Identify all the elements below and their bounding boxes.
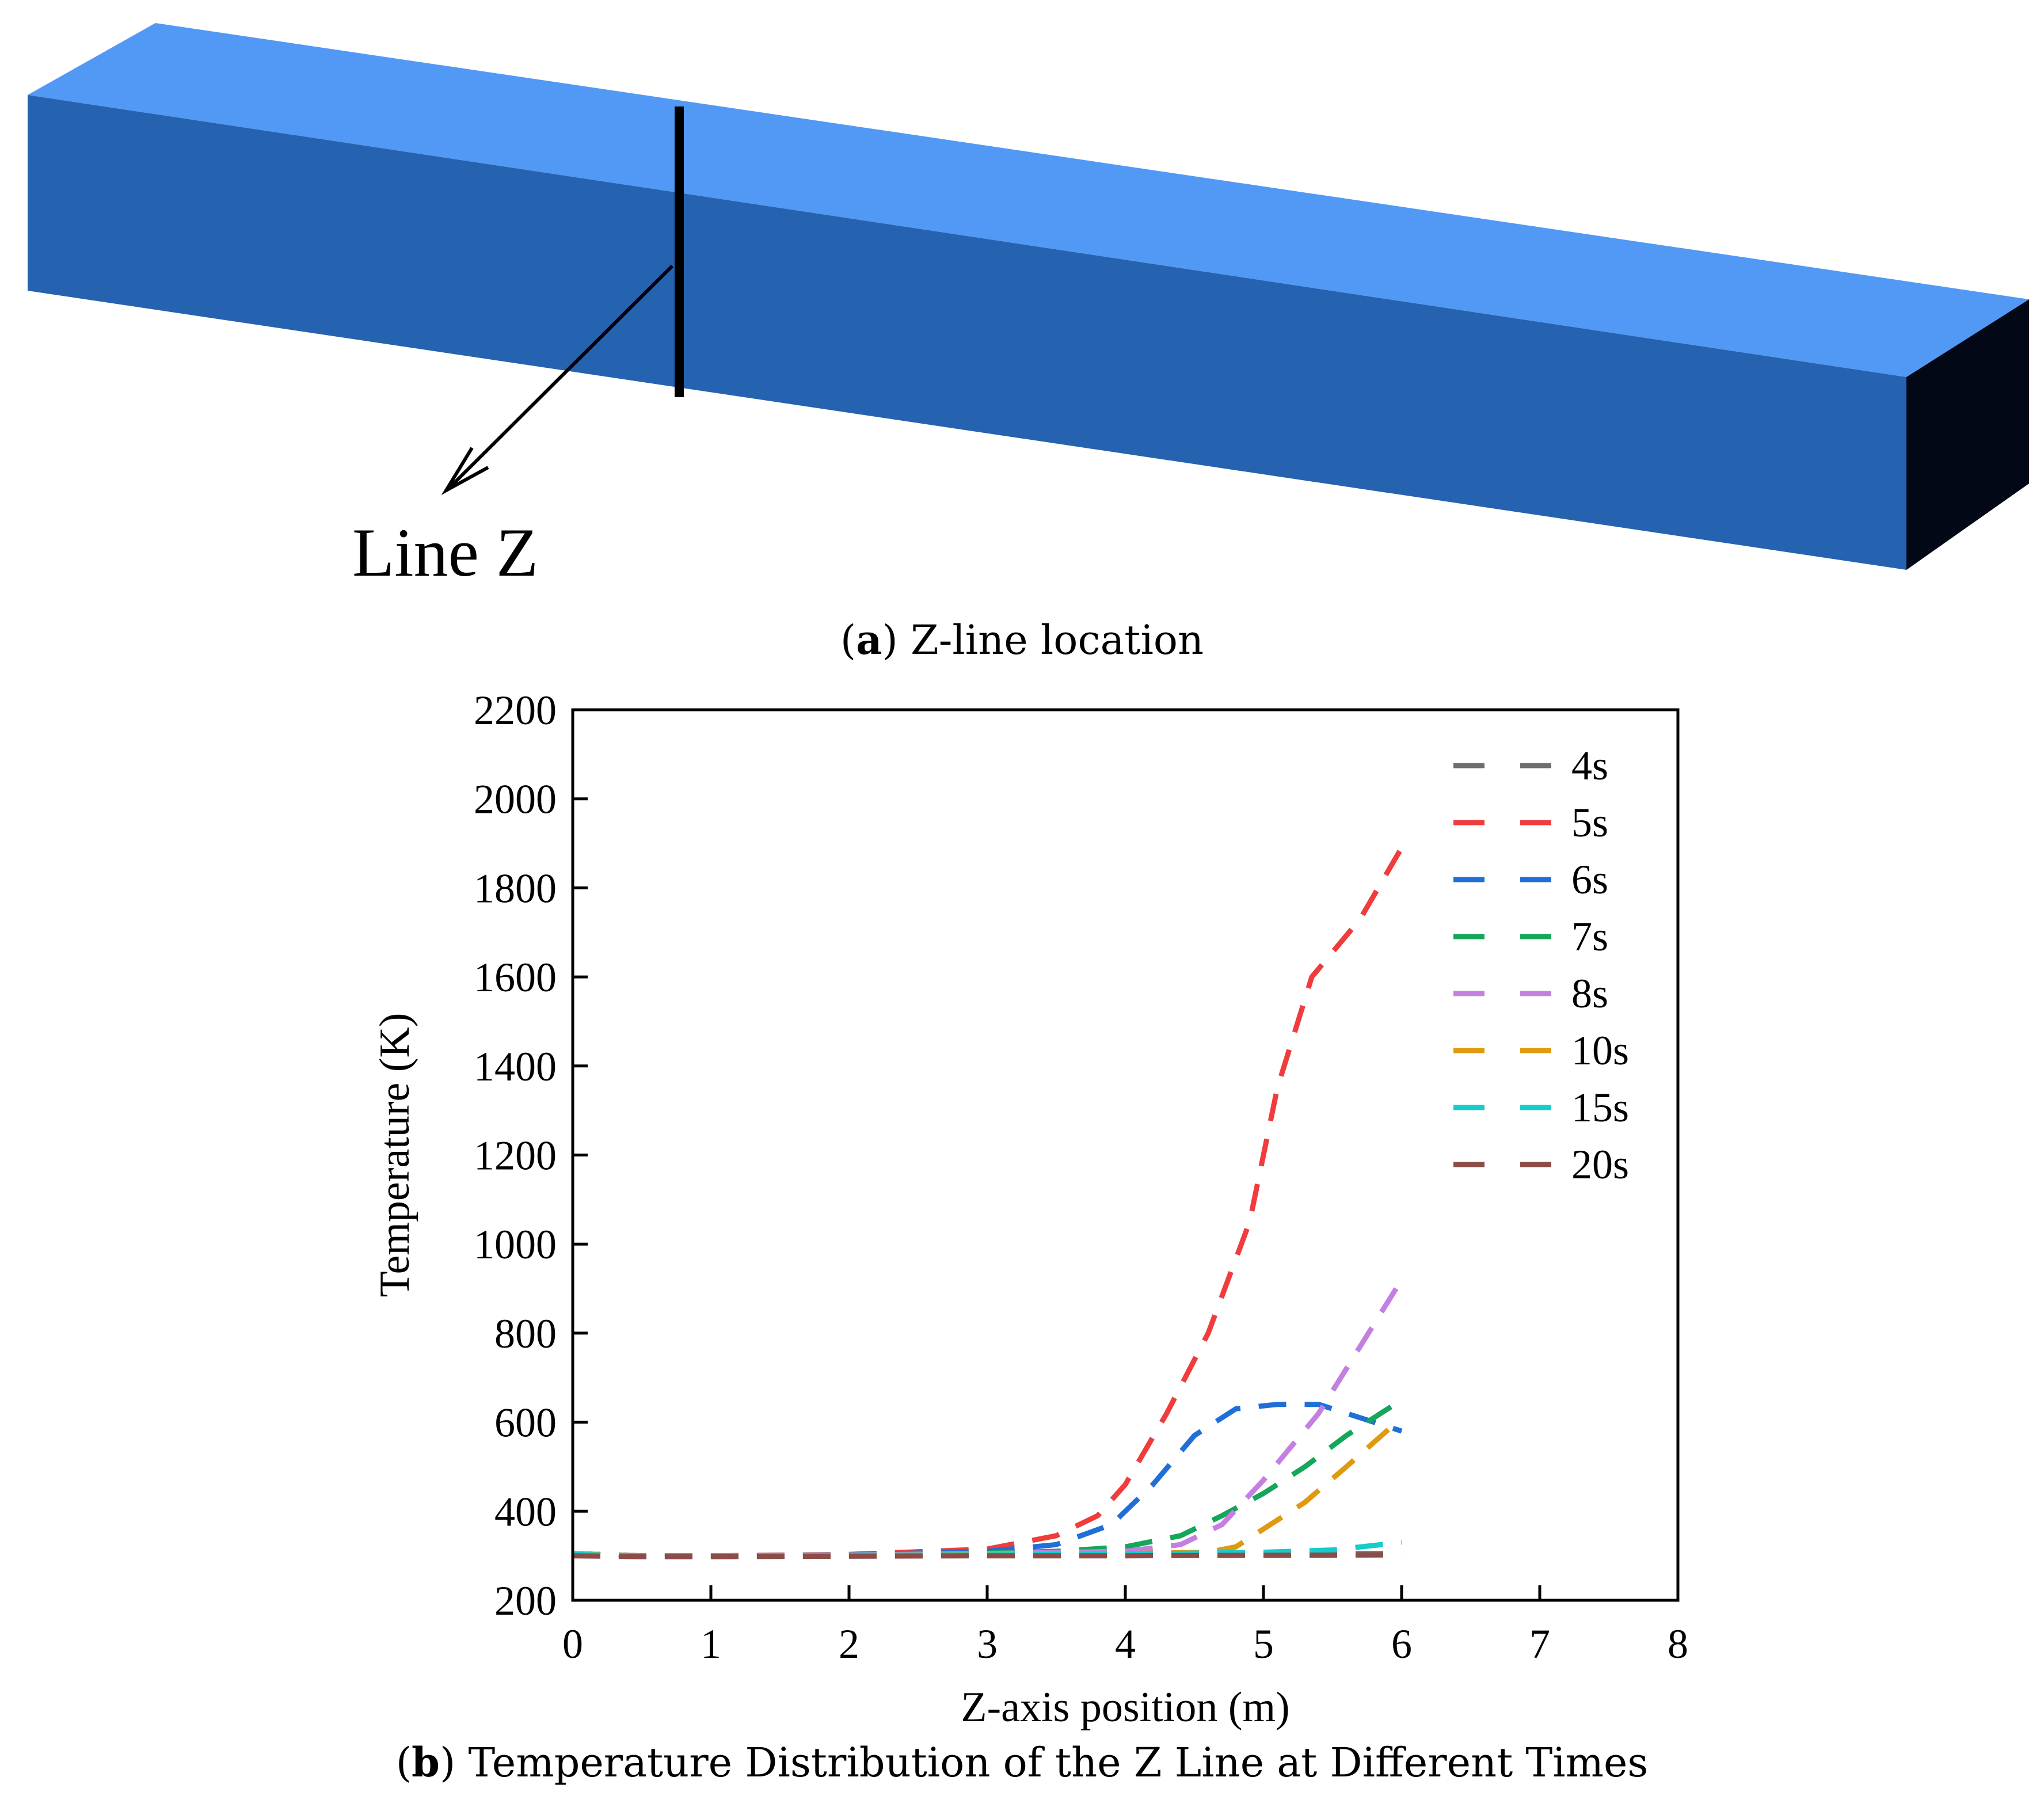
legend: 4s 5s 6s 7s 8s 10s 15s 20s (1453, 743, 1629, 1188)
caption-a: (a) Z-line location (840, 616, 1204, 664)
line-z-arrowhead (441, 447, 489, 496)
series-line-10s (572, 1416, 1403, 1559)
x-tick-label: 4 (1115, 1621, 1136, 1667)
x-tick-label: 1 (701, 1621, 721, 1667)
panel-a-illustration: Line Z (0, 0, 2044, 604)
y-tick-label: 1800 (474, 865, 557, 911)
x-tick-label: 2 (839, 1621, 859, 1667)
legend-label-6s: 6s (1571, 857, 1608, 903)
y-tick-label: 200 (494, 1578, 557, 1624)
caption-a-text: Z-line location (897, 617, 1204, 664)
x-tick-label: 6 (1391, 1621, 1412, 1667)
x-tick-label: 7 (1529, 1621, 1550, 1667)
line-z-label: Line Z (352, 514, 538, 591)
series-line-20s (572, 1552, 1402, 1559)
temperature-chart: 0 1 2 3 4 5 6 7 8 200 400 600 800 1000 1200 1400 1600 180… (371, 687, 1688, 1731)
y-tick-label: 1000 (474, 1222, 557, 1268)
caption-a-letter: a (856, 616, 882, 664)
x-tick-label: 5 (1253, 1621, 1274, 1667)
axes-layer: 0 1 2 3 4 5 6 7 8 200 400 600 800 1000 1200 1400 1600 180… (371, 687, 1688, 1731)
x-tick-label: 3 (977, 1621, 998, 1667)
duct-front-face (28, 95, 1906, 570)
caption-b-text: Temperature Distribution of the Z Line a… (455, 1739, 1649, 1786)
panel-b-chart: 0 1 2 3 4 5 6 7 8 200 400 600 800 1000 1200 1400 1600 180… (0, 662, 2044, 1793)
legend-label-8s: 8s (1571, 971, 1608, 1017)
series-line-6s (572, 1402, 1403, 1559)
x-axis-label: Z-axis position (m) (961, 1684, 1289, 1731)
x-tick-label: 8 (1668, 1621, 1688, 1667)
legend-label-15s: 15s (1571, 1085, 1629, 1131)
legend-label-10s: 10s (1571, 1028, 1629, 1074)
y-tick-label: 1600 (474, 954, 557, 1000)
y-tick-label: 2200 (474, 687, 557, 733)
y-tick-label: 2000 (474, 777, 557, 823)
series-line-8s (572, 1278, 1404, 1559)
x-tick-label: 0 (562, 1621, 583, 1667)
duct-top-face (28, 23, 2029, 377)
y-tick-label: 400 (494, 1489, 557, 1535)
legend-label-4s: 4s (1571, 743, 1608, 789)
duct-3d-view: Line Z (28, 23, 2029, 591)
caption-b-letter: b (412, 1738, 440, 1786)
y-tick-label: 800 (494, 1311, 557, 1357)
y-tick-label: 1200 (474, 1133, 557, 1179)
legend-label-7s: 7s (1571, 914, 1608, 960)
series-layer (572, 846, 1404, 1559)
y-tick-label: 600 (494, 1400, 557, 1446)
caption-b: (b) Temperature Distribution of the Z Li… (395, 1738, 1649, 1786)
line-z-arrow (446, 264, 674, 491)
series-line-5s (572, 846, 1404, 1559)
series-line-7s (572, 1398, 1403, 1559)
plot-frame (571, 708, 1680, 1602)
y-axis-label: Temperature (K) (371, 1013, 418, 1297)
y-tick-label: 1400 (474, 1044, 557, 1090)
legend-label-5s: 5s (1571, 800, 1608, 846)
legend-label-20s: 20s (1571, 1141, 1629, 1188)
duct-end-face (1906, 299, 2029, 570)
